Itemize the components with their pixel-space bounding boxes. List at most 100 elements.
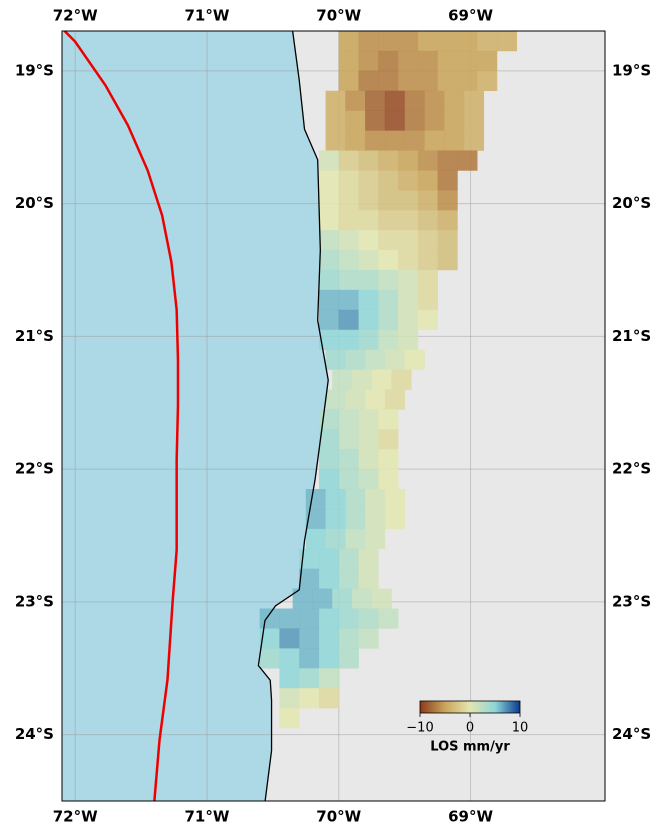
insar-cell	[358, 329, 379, 350]
insar-cell	[319, 429, 340, 450]
insar-cell	[319, 568, 340, 589]
insar-cell	[325, 349, 346, 370]
insar-cell	[404, 110, 425, 131]
insar-cell	[338, 170, 359, 191]
insar-cell	[463, 110, 485, 131]
insar-cell	[325, 508, 346, 530]
insar-cell	[345, 130, 366, 151]
insar-cell	[477, 70, 498, 92]
insar-cell	[345, 389, 366, 410]
insar-cell	[384, 508, 405, 530]
insar-cell	[338, 449, 359, 470]
insar-cell	[338, 568, 359, 589]
insar-cell	[279, 608, 300, 629]
insar-cell	[378, 31, 399, 52]
insar-cell	[259, 608, 280, 629]
insar-cell	[319, 628, 340, 649]
insar-cell	[325, 90, 346, 111]
insar-cell	[384, 489, 405, 510]
insar-cell	[378, 230, 399, 251]
insar-cell	[338, 329, 359, 350]
insar-cell	[358, 429, 379, 450]
insar-cell	[325, 489, 346, 510]
insar-cell	[424, 90, 445, 111]
coastline	[257, 31, 329, 801]
insar-cell	[378, 250, 399, 271]
insar-cell	[338, 31, 359, 52]
insar-cell	[319, 309, 340, 331]
insar-cell	[345, 110, 366, 131]
insar-cell	[417, 50, 438, 72]
insar-cell	[358, 170, 379, 191]
insar-cell	[378, 469, 399, 490]
insar-cell	[457, 31, 478, 52]
insar-cell	[417, 190, 438, 211]
insar-cell	[299, 688, 320, 709]
colorbar-tick-label: 0	[466, 721, 474, 736]
insar-cell	[358, 230, 379, 251]
insar-cell	[384, 389, 405, 410]
insar-cell	[338, 230, 359, 251]
insar-cell	[358, 628, 379, 649]
insar-cell	[338, 269, 359, 291]
insar-cell	[319, 688, 340, 709]
insar-cell	[319, 668, 340, 689]
insar-cell	[457, 150, 478, 171]
y-tick-label: 24°S	[15, 725, 54, 743]
insar-cell	[398, 50, 419, 72]
insar-cell	[463, 90, 485, 111]
x-tick-label: 72°W	[53, 808, 98, 826]
y-tick-label: 19°S	[612, 61, 651, 79]
insar-cell	[437, 170, 458, 191]
insar-cell	[398, 289, 419, 311]
insar-cell	[299, 548, 320, 569]
insar-cell	[398, 250, 419, 271]
insar-cell	[404, 349, 425, 370]
insar-cell	[365, 90, 386, 111]
x-tick-label: 69°W	[448, 7, 493, 25]
insar-cell	[424, 110, 445, 131]
insar-cell	[319, 210, 340, 231]
y-tick-label: 20°S	[612, 194, 651, 212]
insar-cell	[477, 50, 498, 72]
insar-cell	[358, 548, 379, 569]
insar-cell	[457, 50, 478, 72]
insar-cell	[305, 508, 326, 530]
insar-cell	[299, 628, 320, 649]
insar-cell	[332, 369, 353, 390]
y-tick-label: 24°S	[612, 725, 651, 743]
insar-cell	[365, 489, 386, 510]
insar-cell	[332, 588, 353, 609]
insar-cell	[444, 130, 465, 151]
insar-cell	[437, 230, 458, 251]
insar-cell	[338, 250, 359, 271]
insar-cell	[417, 230, 438, 251]
colorbar-tick-label: −10	[406, 721, 433, 736]
insar-cell	[437, 50, 458, 72]
insar-cell	[417, 210, 438, 231]
insar-cell	[358, 309, 379, 331]
insar-cell	[444, 90, 465, 111]
insar-cell	[358, 50, 379, 72]
insar-cell	[398, 329, 419, 350]
insar-cell	[384, 110, 405, 131]
insar-cell	[358, 210, 379, 231]
insar-cell	[338, 150, 359, 171]
insar-cell	[345, 508, 366, 530]
insar-cell	[404, 130, 425, 151]
insar-cell	[417, 250, 438, 271]
insar-cell	[398, 309, 419, 331]
insar-cell	[345, 528, 366, 550]
x-tick-label: 70°W	[316, 7, 361, 25]
insar-cell	[299, 648, 320, 669]
insar-cell	[319, 269, 340, 291]
insar-cell	[345, 90, 366, 111]
insar-cell	[437, 150, 458, 171]
insar-cell	[477, 31, 498, 52]
insar-cell	[259, 648, 280, 669]
insar-cell	[371, 369, 392, 390]
insar-cell	[299, 568, 320, 589]
insar-cell	[319, 469, 340, 490]
insar-cell	[345, 349, 366, 370]
insar-cell	[358, 469, 379, 490]
